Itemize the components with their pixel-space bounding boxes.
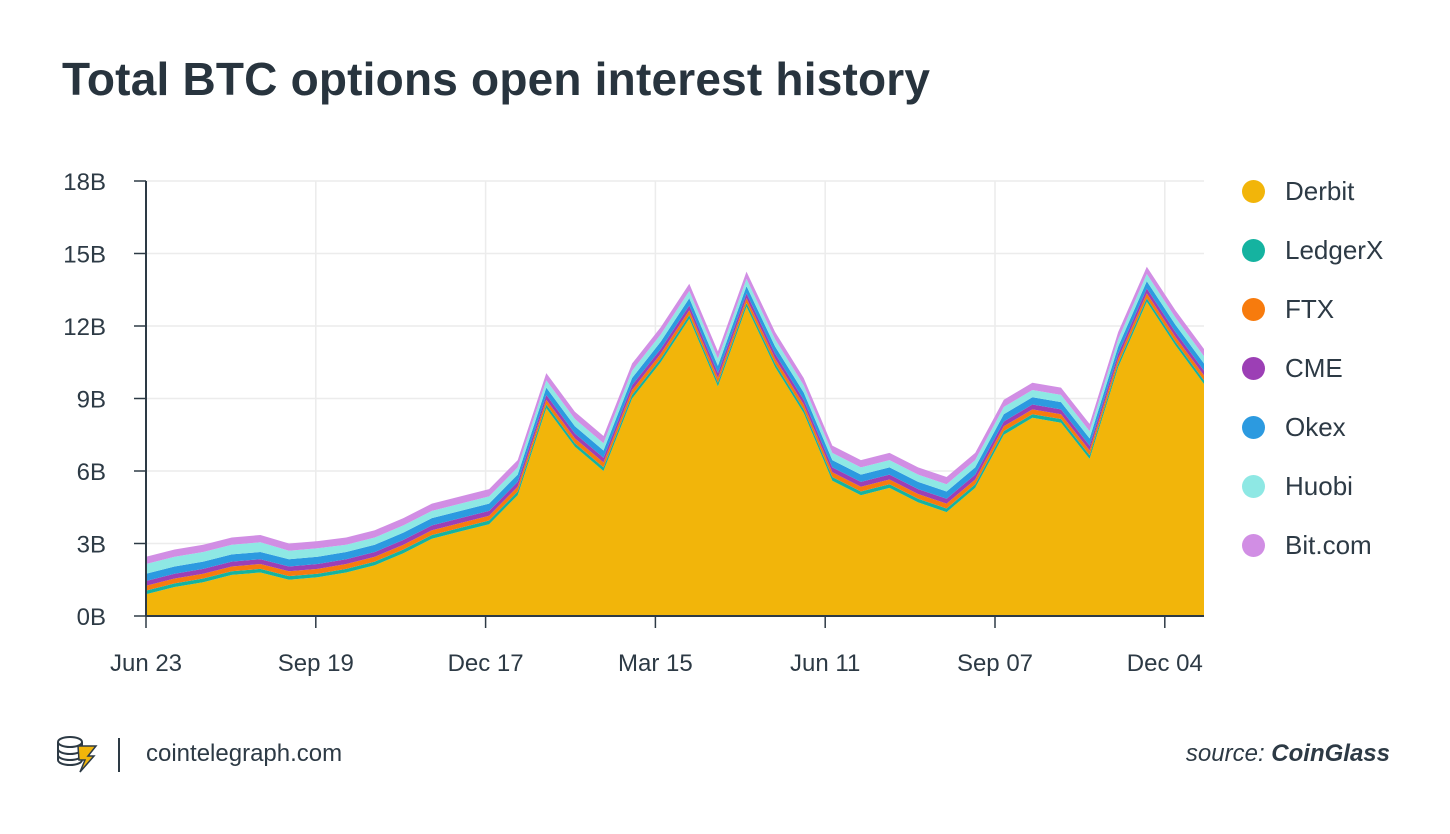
- area-derbit: [146, 301, 1204, 616]
- x-tick-label: Dec 17: [448, 650, 524, 677]
- area-huobi: [146, 274, 1204, 574]
- y-tick-label: 3B: [77, 532, 106, 559]
- legend-label: CME: [1285, 353, 1343, 383]
- x-tick-label: Mar 15: [618, 650, 693, 677]
- legend-label: Bit.com: [1285, 530, 1372, 560]
- y-tick-label: 15B: [63, 242, 106, 269]
- legend-swatch: [1242, 534, 1265, 557]
- legend: Derbit LedgerX FTX CME Okex Huobi Bit.com: [1242, 162, 1383, 575]
- source-name: CoinGlass: [1271, 740, 1390, 767]
- x-tick-label: Jun 11: [790, 650, 860, 677]
- x-tick-label: Sep 19: [278, 650, 354, 677]
- cointelegraph-logo-icon: [56, 734, 100, 779]
- legend-item-okex: Okex: [1242, 398, 1383, 457]
- legend-label: Derbit: [1285, 176, 1355, 206]
- legend-swatch: [1242, 475, 1265, 498]
- legend-item-cme: CME: [1242, 339, 1383, 398]
- chart-title: Total BTC options open interest history: [62, 53, 931, 105]
- footer-divider: [118, 738, 120, 772]
- y-tick-label: 18B: [63, 169, 106, 196]
- legend-label: Okex: [1285, 412, 1346, 442]
- legend-swatch: [1242, 180, 1265, 203]
- legend-item-huobi: Huobi: [1242, 457, 1383, 516]
- legend-label: Huobi: [1285, 471, 1353, 501]
- legend-swatch: [1242, 357, 1265, 380]
- legend-item-bit-com: Bit.com: [1242, 516, 1383, 575]
- y-tick-label: 9B: [77, 387, 106, 414]
- x-tick-label: Jun 23: [110, 650, 182, 677]
- footer-source: source: CoinGlass: [1186, 740, 1390, 768]
- source-prefix: source:: [1185, 740, 1265, 767]
- footer-site[interactable]: cointelegraph.com: [146, 740, 343, 767]
- legend-item-derbit: Derbit: [1242, 162, 1383, 221]
- y-tick-label: 6B: [77, 459, 106, 486]
- y-tick-label: 0B: [77, 604, 106, 631]
- legend-swatch: [1242, 416, 1265, 439]
- legend-item-ledgerx: LedgerX: [1242, 221, 1383, 280]
- legend-swatch: [1242, 298, 1265, 321]
- y-tick-label: 12B: [63, 314, 106, 341]
- legend-label: FTX: [1285, 294, 1335, 324]
- x-tick-label: Dec 04: [1127, 650, 1203, 677]
- axis-layer: 0B 3B 6B 9B 12B 15B 18B Jun 23 Sep 19 Dec 17 Mar 1…: [63, 169, 1204, 677]
- legend-label: LedgerX: [1285, 235, 1384, 265]
- x-tick-label: Sep 07: [957, 650, 1033, 677]
- legend-swatch: [1242, 239, 1265, 262]
- area-layer: [146, 266, 1204, 616]
- legend-item-ftx: FTX: [1242, 280, 1383, 339]
